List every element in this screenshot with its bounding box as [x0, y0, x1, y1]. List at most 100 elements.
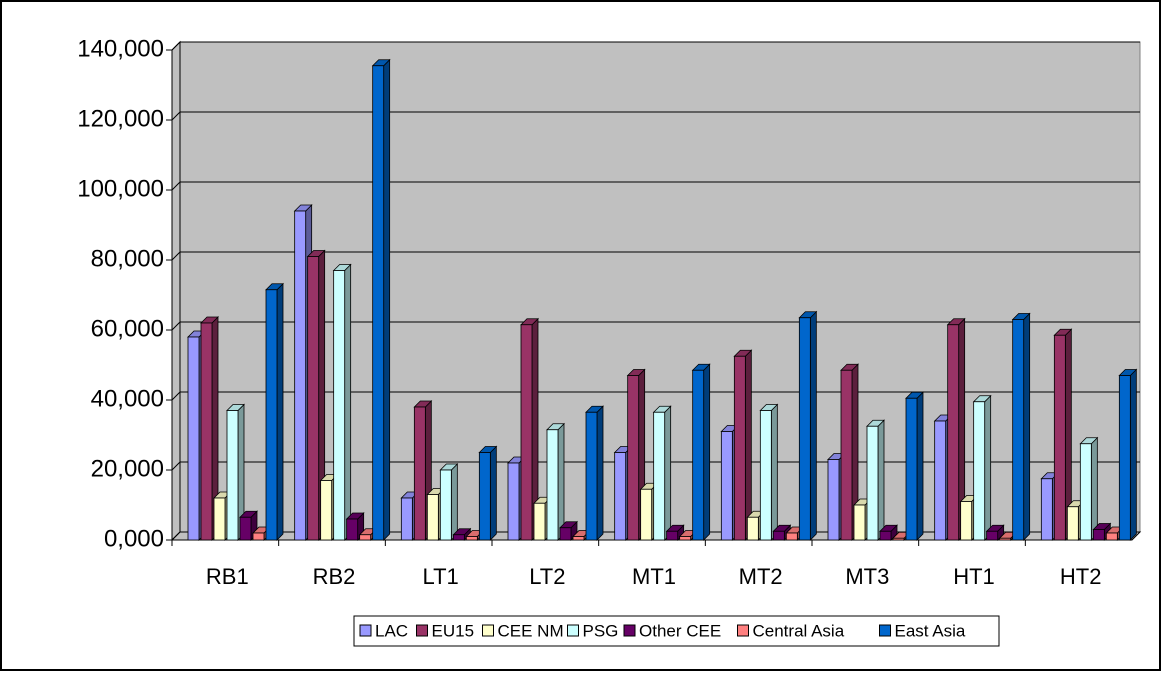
bar — [972, 394, 992, 541]
bar — [879, 524, 898, 541]
bar-front — [572, 536, 585, 541]
legend: LAC EU15 CEE NM PSG Other CEE Central Asia Eas… — [353, 615, 1000, 647]
y-tick-label: 120,000 — [77, 105, 164, 132]
bar — [798, 310, 818, 541]
bar-front — [307, 256, 320, 541]
bar-front — [1040, 478, 1053, 541]
bar-side — [596, 405, 604, 541]
bar-front — [853, 504, 866, 541]
bar-front — [627, 375, 640, 541]
bar — [759, 403, 779, 541]
y-tick-label: 60,000 — [91, 315, 164, 342]
legend-box — [353, 615, 1000, 647]
bar — [946, 317, 966, 541]
bar-front — [827, 459, 840, 541]
bar-side — [809, 310, 817, 541]
bar-front — [785, 532, 798, 541]
bar-front — [1118, 375, 1131, 541]
y-tick-label: 100,000 — [77, 175, 164, 202]
bar-front — [400, 497, 413, 541]
legend-label: PSG — [583, 621, 619, 640]
legend-swatch — [567, 624, 579, 637]
bar-side — [1129, 368, 1137, 541]
bar-front — [1092, 529, 1105, 541]
bar-front — [1066, 506, 1079, 541]
x-tick-label: LT2 — [529, 564, 565, 589]
legend-swatch — [737, 624, 749, 637]
bar — [439, 463, 459, 541]
bar-side — [276, 282, 284, 541]
bar-front — [426, 494, 439, 541]
bar-front — [359, 534, 372, 541]
bar-front — [439, 469, 452, 541]
bar-side — [877, 419, 885, 541]
bar — [905, 391, 924, 541]
bar — [371, 58, 391, 541]
bar-side — [916, 391, 924, 541]
bars — [187, 58, 1138, 541]
bar-side — [744, 349, 752, 541]
x-tick-label: MT1 — [632, 564, 676, 589]
legend-label: LAC — [375, 621, 408, 640]
bar — [546, 422, 565, 541]
bar-side — [984, 394, 992, 541]
bar-front — [905, 397, 918, 541]
x-tick-label: LT1 — [423, 564, 459, 589]
y-tick-label: 140,000 — [77, 35, 164, 62]
legend-swatch — [623, 624, 636, 637]
bar-front — [546, 429, 559, 541]
bar-front — [1012, 319, 1025, 541]
bar — [1118, 368, 1138, 541]
bar — [585, 405, 604, 541]
bar-side — [344, 263, 352, 541]
bar — [226, 403, 245, 541]
bar-side — [770, 403, 778, 541]
bar-front — [720, 431, 733, 541]
legend-label: Other CEE — [639, 621, 721, 640]
bar-side — [703, 363, 711, 541]
bar-front — [507, 462, 520, 541]
bar-front — [226, 410, 239, 541]
bar-front — [559, 527, 572, 541]
bar-front — [520, 324, 533, 541]
bar-front — [533, 502, 546, 541]
bar — [866, 419, 885, 541]
bar-front — [320, 480, 333, 541]
bar-front — [934, 420, 947, 541]
bar-front — [653, 411, 666, 541]
bar — [1092, 522, 1112, 541]
bar — [306, 249, 326, 541]
grid-line-side — [171, 531, 181, 541]
bar-front — [986, 530, 999, 541]
bar-front — [294, 210, 307, 541]
bar-front — [187, 336, 200, 541]
x-tick-label: MT3 — [845, 564, 889, 589]
bar-side — [1023, 312, 1031, 541]
bar-front — [200, 322, 213, 541]
legend-swatch — [879, 624, 891, 637]
bar-front — [772, 530, 785, 541]
bar — [332, 263, 352, 541]
legend-label: Central Asia — [753, 621, 845, 640]
legend-swatch — [482, 624, 494, 637]
bar-side — [557, 422, 565, 541]
x-tick-label: HT2 — [1060, 564, 1102, 589]
x-tick-label: RB2 — [313, 564, 356, 589]
bar — [1079, 436, 1099, 541]
x-tick-label: RB1 — [206, 564, 249, 589]
bar-front — [478, 452, 491, 541]
bar-side — [383, 58, 391, 541]
legend-label: EU15 — [432, 621, 475, 640]
bar-front — [614, 452, 627, 541]
bar-front — [947, 324, 960, 541]
bar — [265, 282, 284, 541]
bar-front — [759, 410, 772, 541]
bar-side — [450, 463, 458, 541]
bar-front — [733, 355, 746, 541]
bar-side — [664, 405, 672, 541]
bar-front — [692, 369, 705, 541]
bar-front — [346, 518, 359, 541]
bar-front — [640, 488, 653, 541]
bar-front — [585, 411, 598, 541]
bar-side — [489, 445, 497, 541]
